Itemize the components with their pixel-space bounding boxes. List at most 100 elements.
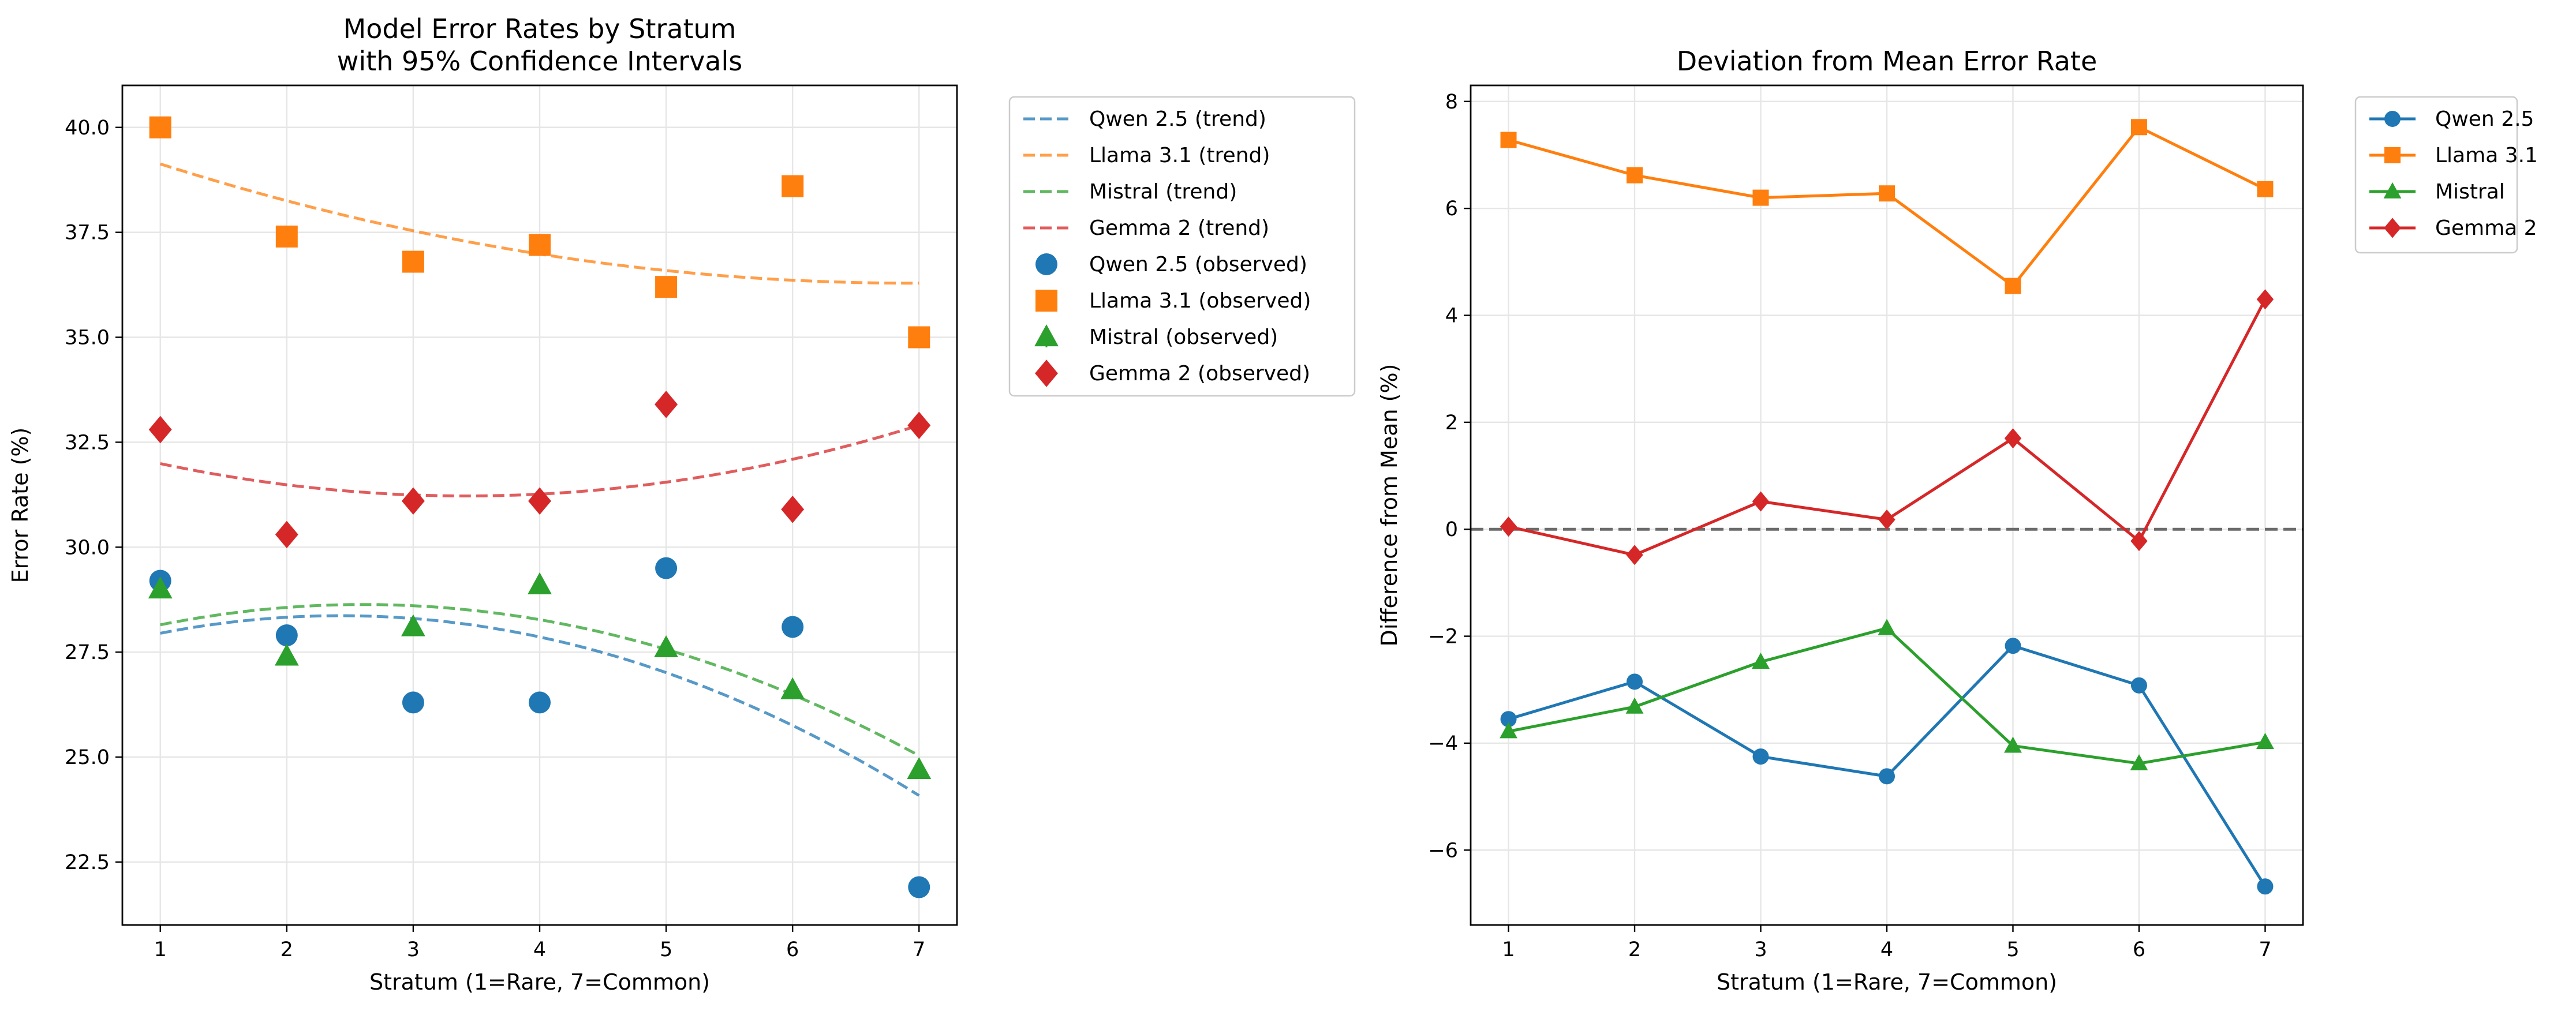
y-tick-label: 22.5 — [65, 851, 110, 874]
data-point — [2004, 736, 2022, 753]
x-tick-label: 7 — [2259, 938, 2271, 961]
chart-panel-2: 1 2 3 4 5 6 7 −6 −4 −2 0 2 4 6 8 Stratum (1=Rare, 7=Com… — [1377, 46, 2538, 995]
y-tick-label: −4 — [1428, 732, 1458, 755]
x-tick-label: 1 — [154, 938, 167, 961]
legend-entry-llama-3-1-observed: Llama 3.1 (observed) — [1035, 289, 1311, 313]
legend-entry-llama-3-1: Llama 3.1 — [2369, 144, 2538, 167]
legend-label: Llama 3.1 (trend) — [1089, 144, 1270, 167]
data-point — [2130, 531, 2148, 552]
trend-line-qwen-2-5-trend — [160, 614, 920, 797]
legend-label: Mistral — [2435, 180, 2505, 204]
legend-entry-llama-3-1-trend: Llama 3.1 (trend) — [1023, 144, 1270, 167]
data-point — [528, 487, 551, 515]
legend-entry-qwen-2-5-observed: Qwen 2.5 (observed) — [1035, 253, 1307, 276]
y-tick-label: 4 — [1445, 305, 1458, 328]
y-tick-label: −6 — [1428, 839, 1458, 862]
data-point — [907, 756, 932, 779]
legend-marker — [1034, 324, 1059, 347]
data-point — [1752, 491, 1770, 512]
x-tick-label: 5 — [660, 938, 672, 961]
legend-label: Gemma 2 (observed) — [1089, 362, 1310, 385]
data-point — [782, 616, 804, 638]
series-gemma-2-observed — [148, 391, 931, 549]
chart-title: Model Error Rates by Stratum — [343, 13, 736, 44]
data-point — [275, 225, 298, 248]
chart-subtitle: with 95% Confidence Intervals — [337, 46, 742, 77]
legend-entry-gemma-2-trend: Gemma 2 (trend) — [1023, 216, 1269, 240]
y-tick-label: 35.0 — [65, 327, 110, 350]
data-point — [908, 876, 930, 898]
data-point — [529, 691, 551, 714]
data-point — [1626, 545, 1643, 565]
data-point — [402, 691, 424, 714]
y-tick-label: 25.0 — [65, 746, 110, 769]
data-point — [2005, 638, 2021, 654]
x-tick-label: 4 — [533, 938, 546, 961]
data-point — [780, 677, 805, 699]
legend-marker — [2383, 182, 2402, 198]
y-tick-label: −2 — [1428, 626, 1458, 649]
data-point — [1625, 697, 1644, 714]
chart-panel-1: 1 2 3 4 5 6 7 22.5 25.0 27.5 30.0 32.5 35.0 37.5 40.0 S… — [8, 13, 1356, 995]
series-mistral — [1500, 619, 2274, 771]
data-point — [1500, 516, 1517, 537]
data-point — [1878, 510, 1895, 530]
data-point — [275, 520, 298, 549]
x-tick-label: 6 — [786, 938, 799, 961]
x-axis-label: Stratum (1=Rare, 7=Common) — [369, 969, 710, 995]
legend-label: Llama 3.1 (observed) — [1089, 289, 1311, 313]
legend-marker — [1035, 290, 1057, 312]
legend-label: Gemma 2 — [2435, 216, 2537, 240]
data-point — [149, 116, 171, 138]
legend-marker — [1035, 253, 1057, 275]
plot-area — [148, 116, 932, 898]
plot-frame — [1470, 84, 2304, 926]
data-point — [907, 411, 931, 440]
y-tick-label: 30.0 — [65, 536, 110, 559]
data-point — [655, 391, 678, 418]
data-point — [402, 250, 424, 273]
series-llama-3-1 — [1500, 119, 2274, 294]
legend-entry-mistral-trend: Mistral (trend) — [1023, 180, 1237, 204]
data-point — [654, 635, 678, 657]
x-tick-label: 3 — [407, 938, 420, 961]
plot-area — [1471, 119, 2303, 895]
series-llama-3-1-observed — [149, 116, 930, 349]
data-point — [1752, 189, 1769, 206]
x-tick-label: 3 — [1754, 938, 1767, 961]
series-qwen-2-5 — [1500, 638, 2274, 895]
legend-marker — [2384, 147, 2401, 163]
x-tick-label: 7 — [913, 938, 925, 961]
data-point — [529, 234, 551, 256]
legend-label: Qwen 2.5 (observed) — [1089, 253, 1307, 276]
chart-title: Deviation from Mean Error Rate — [1677, 46, 2098, 77]
data-point — [2130, 677, 2147, 694]
legend-marker — [2384, 218, 2401, 238]
y-tick-label: 0 — [1445, 518, 1458, 541]
legend-label: Qwen 2.5 (trend) — [1089, 107, 1266, 131]
legend-entry-qwen-2-5: Qwen 2.5 — [2369, 107, 2534, 131]
data-point — [1879, 768, 1895, 785]
data-point — [1752, 652, 1770, 669]
data-point — [2130, 119, 2147, 136]
x-axis: 1 2 3 4 5 6 7 — [154, 925, 925, 961]
series-gemma-2 — [1500, 289, 2274, 565]
data-point — [274, 643, 299, 666]
data-point — [2130, 754, 2148, 771]
x-tick-label: 2 — [281, 938, 293, 961]
data-point — [655, 557, 678, 579]
data-point — [2005, 278, 2021, 294]
data-point — [2256, 289, 2274, 310]
y-tick-label: 40.0 — [65, 117, 110, 140]
data-point — [1879, 185, 1895, 202]
data-point — [401, 614, 425, 636]
x-tick-label: 5 — [2006, 938, 2019, 961]
y-tick-label: 37.5 — [65, 222, 110, 245]
data-point — [1627, 167, 1643, 183]
legend-entry-gemma-2-observed: Gemma 2 (observed) — [1035, 359, 1310, 387]
data-point — [2257, 878, 2274, 895]
y-tick-label: 6 — [1445, 197, 1458, 220]
legend-marker — [1035, 359, 1058, 387]
data-point — [2257, 181, 2274, 197]
x-tick-label: 6 — [2133, 938, 2145, 961]
